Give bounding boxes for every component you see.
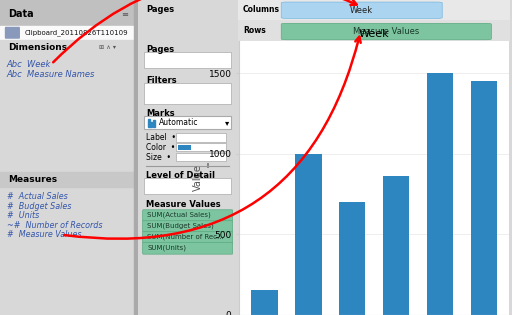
Bar bbox=[0, 26, 138, 39]
Bar bbox=[144, 83, 231, 104]
Text: ⊞ ∧ ▾: ⊞ ∧ ▾ bbox=[99, 45, 116, 50]
Text: Marks: Marks bbox=[146, 109, 175, 118]
FancyBboxPatch shape bbox=[281, 2, 442, 18]
Text: Columns: Columns bbox=[243, 5, 280, 14]
Text: SUM(Actual Sales): SUM(Actual Sales) bbox=[147, 212, 211, 218]
Y-axis label: Value: Value bbox=[193, 164, 203, 192]
Text: Automatic: Automatic bbox=[159, 118, 198, 127]
Bar bbox=[339, 202, 366, 315]
FancyBboxPatch shape bbox=[143, 221, 232, 232]
Bar bbox=[238, 0, 510, 20]
Text: Filters: Filters bbox=[146, 76, 177, 85]
Text: SUM(Budget Sales): SUM(Budget Sales) bbox=[147, 223, 214, 229]
Bar bbox=[295, 154, 322, 315]
Bar bbox=[471, 81, 497, 315]
Title: Week: Week bbox=[359, 29, 390, 39]
FancyBboxPatch shape bbox=[281, 23, 492, 40]
Bar bbox=[427, 73, 453, 315]
Bar bbox=[148, 119, 150, 127]
Bar bbox=[383, 176, 410, 315]
Text: Rows: Rows bbox=[243, 26, 266, 35]
Text: Dimensions: Dimensions bbox=[8, 43, 68, 52]
Text: Color  •: Color • bbox=[146, 143, 175, 152]
Bar bbox=[153, 120, 155, 127]
Bar bbox=[144, 116, 231, 129]
Text: #  Actual Sales: # Actual Sales bbox=[7, 192, 68, 201]
Bar bbox=[178, 145, 190, 150]
Bar bbox=[0, 172, 138, 187]
Text: Week: Week bbox=[350, 6, 373, 14]
FancyBboxPatch shape bbox=[143, 210, 232, 221]
Text: #  Units: # Units bbox=[7, 211, 39, 220]
Text: SUM(Number of Rec...: SUM(Number of Rec... bbox=[147, 234, 224, 240]
Bar bbox=[176, 133, 226, 141]
FancyBboxPatch shape bbox=[143, 243, 232, 254]
Text: Data: Data bbox=[8, 9, 34, 19]
Bar bbox=[207, 163, 209, 169]
FancyBboxPatch shape bbox=[143, 232, 232, 243]
Text: Clipboard_20110826T110109: Clipboard_20110826T110109 bbox=[25, 29, 129, 36]
Text: Abc  Measure Names: Abc Measure Names bbox=[7, 70, 95, 78]
Text: #  Measure Values: # Measure Values bbox=[7, 230, 81, 239]
Text: Measures: Measures bbox=[8, 175, 57, 184]
Bar bbox=[134, 0, 138, 315]
Bar bbox=[144, 52, 231, 68]
Bar bbox=[0, 40, 138, 55]
Text: Size  •: Size • bbox=[146, 153, 171, 162]
FancyBboxPatch shape bbox=[5, 27, 20, 39]
Text: Pages: Pages bbox=[146, 4, 174, 14]
Bar bbox=[176, 143, 226, 152]
Text: ▾: ▾ bbox=[225, 118, 230, 127]
Text: Level of Detail: Level of Detail bbox=[146, 171, 215, 180]
Bar bbox=[176, 153, 226, 161]
Text: ~#  Number of Records: ~# Number of Records bbox=[7, 221, 102, 230]
Bar bbox=[238, 20, 510, 41]
Text: Measure Values: Measure Values bbox=[353, 27, 419, 36]
Bar bbox=[251, 290, 278, 315]
Bar bbox=[144, 178, 231, 194]
Text: Abc  Week: Abc Week bbox=[7, 60, 51, 69]
Text: Measure Values: Measure Values bbox=[146, 199, 221, 209]
Text: SUM(Units): SUM(Units) bbox=[147, 245, 186, 251]
Bar bbox=[151, 122, 153, 127]
Text: #  Budget Sales: # Budget Sales bbox=[7, 202, 71, 211]
Text: ≡: ≡ bbox=[121, 10, 128, 19]
Bar bbox=[0, 0, 138, 25]
Text: Label  •: Label • bbox=[146, 133, 176, 142]
Text: Pages: Pages bbox=[146, 45, 174, 54]
